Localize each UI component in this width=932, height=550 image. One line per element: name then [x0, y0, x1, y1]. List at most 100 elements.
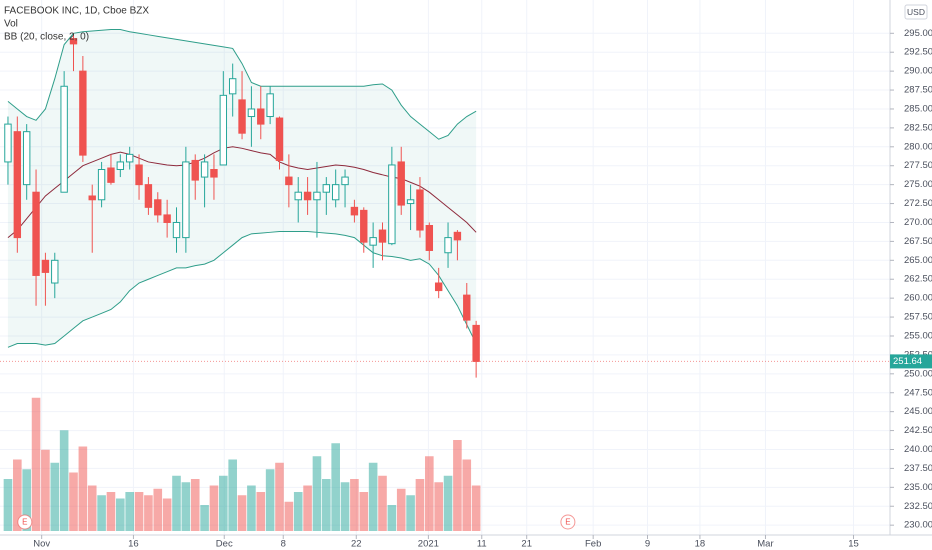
- volume-bar: [200, 505, 209, 531]
- y-tick-label: 285.00: [904, 103, 932, 114]
- volume-bar: [471, 485, 481, 531]
- candle-body: [472, 324, 480, 362]
- volume-bar: [22, 469, 31, 531]
- volume-bar: [387, 505, 397, 531]
- candle-body: [360, 209, 368, 243]
- candle-body: [154, 199, 162, 216]
- y-tick-label: 275.00: [904, 179, 932, 190]
- candle-body: [107, 167, 115, 183]
- volume-bar: [396, 488, 406, 531]
- candle-body: [135, 164, 143, 186]
- volume-bar: [181, 482, 191, 531]
- currency-box[interactable]: [904, 4, 928, 20]
- candle-body: [463, 294, 471, 321]
- candle-body: [210, 169, 218, 178]
- volume-bar: [312, 456, 322, 531]
- candle-body: [378, 229, 387, 243]
- earnings-label[interactable]: E: [22, 518, 27, 527]
- y-tick-label: 282.50: [904, 122, 932, 133]
- x-tick-label: Mar: [757, 539, 773, 550]
- candle-body: [32, 191, 40, 276]
- volume-bar: [59, 430, 69, 531]
- y-tick-label: 230.00: [904, 520, 932, 531]
- volume-bar: [275, 462, 284, 531]
- candle-body: [266, 93, 274, 118]
- candle-body: [144, 184, 153, 208]
- volume-bar: [116, 498, 125, 531]
- candle-body: [219, 94, 228, 166]
- volume-bar: [293, 492, 303, 531]
- candle-body: [453, 231, 462, 241]
- volume-legend: Vol: [4, 19, 18, 30]
- candle-body: [397, 161, 405, 206]
- x-tick-label: 21: [521, 539, 532, 550]
- candle-body: [369, 237, 377, 246]
- volume-bar: [219, 475, 228, 531]
- volume-bar: [331, 443, 340, 531]
- candle-body: [416, 189, 424, 231]
- volume-bar: [41, 449, 50, 531]
- y-tick-label: 237.50: [904, 463, 932, 474]
- volume-bar: [322, 479, 331, 531]
- candle-body: [444, 237, 452, 254]
- candle-body: [285, 176, 293, 186]
- candle-body: [434, 282, 443, 292]
- y-tick-label: 292.50: [904, 47, 932, 58]
- volume-bar: [247, 485, 256, 531]
- volume-bar: [50, 462, 60, 531]
- candle-body: [341, 176, 349, 186]
- volume-bar: [87, 485, 97, 531]
- earnings-marker[interactable]: [17, 514, 33, 530]
- y-tick-label: 290.00: [904, 66, 932, 77]
- candle-body: [79, 70, 87, 156]
- currency[interactable]: USD: [907, 7, 925, 17]
- volume-bar: [462, 459, 472, 531]
- volume-bar: [125, 492, 134, 531]
- volume-bar: [303, 485, 312, 531]
- volume-bar: [69, 472, 78, 531]
- earnings-marker[interactable]: [560, 514, 576, 530]
- volume-bar: [406, 495, 415, 531]
- candle-body: [60, 85, 68, 193]
- volume-bar: [134, 492, 144, 531]
- candle-body: [88, 195, 96, 201]
- volume-bar: [190, 479, 200, 531]
- chart-title: FACEBOOK INC, 1D, Cboe BZX: [4, 6, 149, 17]
- x-tick-label: 16: [128, 539, 139, 550]
- candle-body: [4, 123, 12, 163]
- candle-body: [200, 161, 209, 178]
- x-tick-label: 22: [351, 539, 362, 550]
- volume-bar: [13, 459, 22, 531]
- candle-body: [163, 214, 171, 223]
- volume-bar: [162, 498, 172, 531]
- candle-body: [303, 191, 312, 201]
- volume-bar: [434, 482, 443, 531]
- earnings-label[interactable]: E: [565, 518, 570, 527]
- volume-bar: [425, 456, 434, 531]
- y-tick-label: 280.00: [904, 141, 932, 152]
- candle-body: [294, 191, 302, 201]
- volume-bar: [153, 488, 163, 531]
- last-price-box: [890, 354, 932, 369]
- y-tick-label: 277.50: [904, 160, 932, 171]
- grid: [0, 0, 890, 535]
- volume-bar: [209, 485, 219, 531]
- candle-body: [331, 184, 340, 201]
- candle-body: [13, 131, 22, 239]
- volume-bar: [415, 479, 425, 531]
- candle-body: [172, 221, 181, 239]
- axes: 230.00 232.50 235.00 237.50 240.00 242.50 245.…: [33, 28, 932, 550]
- volume-bar: [78, 446, 88, 531]
- y-tick-label: 247.50: [904, 387, 932, 398]
- volume-bar: [368, 462, 378, 531]
- last-price-label: 251.64: [893, 356, 922, 367]
- y-tick-label: 257.50: [904, 312, 932, 323]
- volume-bar: [443, 475, 453, 531]
- candle-body: [406, 199, 415, 205]
- candle-body: [116, 161, 125, 171]
- candle-body: [257, 108, 265, 125]
- y-tick-label: 270.00: [904, 217, 932, 228]
- volume-bar: [256, 492, 266, 531]
